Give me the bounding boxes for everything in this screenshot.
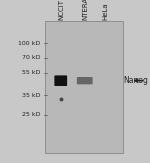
Text: 25 kD: 25 kD <box>22 112 40 117</box>
FancyBboxPatch shape <box>54 75 67 86</box>
Text: HeLa: HeLa <box>102 3 108 20</box>
Text: 35 kD: 35 kD <box>22 93 40 98</box>
Bar <box>45 21 123 153</box>
FancyBboxPatch shape <box>77 77 93 84</box>
Text: 55 kD: 55 kD <box>22 70 40 75</box>
Text: 100 kD: 100 kD <box>18 41 40 46</box>
Text: NCCIT: NCCIT <box>58 0 64 20</box>
Text: Nanog: Nanog <box>124 76 148 85</box>
Text: NTERA-2: NTERA-2 <box>82 0 88 20</box>
Text: 70 kD: 70 kD <box>22 55 40 60</box>
